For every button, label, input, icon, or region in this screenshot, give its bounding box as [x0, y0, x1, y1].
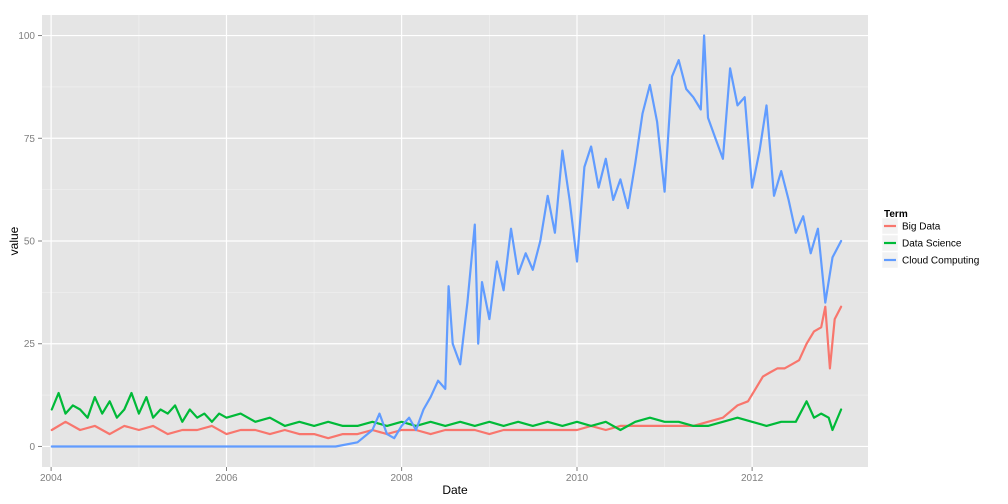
legend: Term Big Data Data Science Cloud Computing	[881, 209, 979, 269]
legend-label: Cloud Computing	[902, 256, 979, 267]
series-layer	[50, 34, 843, 448]
y-axis-title: value	[7, 226, 21, 255]
legend-item-big-data: Big Data	[881, 217, 941, 235]
y-tick-label: 0	[29, 442, 35, 453]
x-tick-label: 2008	[390, 473, 413, 484]
y-tick-label: 100	[18, 31, 35, 42]
legend-title: Term	[884, 209, 908, 220]
x-tick-label: 2004	[40, 473, 63, 484]
x-tick-label: 2006	[215, 473, 238, 484]
legend-label: Data Science	[902, 239, 962, 250]
x-tick-label: 2010	[566, 473, 589, 484]
legend-item-data-science: Data Science	[881, 234, 962, 252]
y-axis: 0 25 50 75 100	[18, 31, 42, 453]
series-line-big-data	[50, 305, 843, 440]
y-tick-label: 25	[24, 339, 36, 350]
legend-label: Big Data	[902, 222, 941, 233]
legend-items: Big Data Data Science Cloud Computing	[881, 217, 979, 269]
grid-lines	[42, 15, 868, 467]
x-axis-title: Date	[442, 483, 468, 497]
y-tick-label: 75	[24, 134, 36, 145]
series-line-data-science	[50, 391, 843, 432]
legend-item-cloud-computing: Cloud Computing	[881, 251, 979, 269]
x-tick-label: 2012	[741, 473, 764, 484]
series-line-cloud-computing	[50, 34, 843, 448]
y-tick-label: 50	[24, 237, 36, 248]
x-axis: 2004 2006 2008 2010 2012	[40, 467, 764, 484]
